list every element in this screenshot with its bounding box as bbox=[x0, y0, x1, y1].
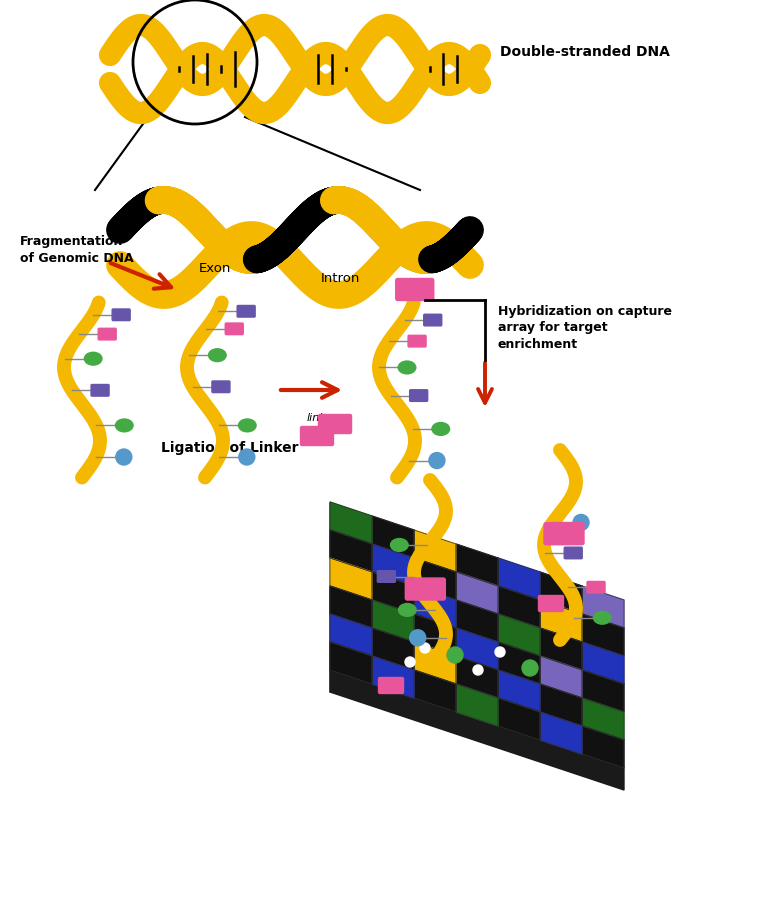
Circle shape bbox=[116, 449, 132, 465]
Polygon shape bbox=[540, 656, 582, 698]
Polygon shape bbox=[330, 586, 372, 628]
Circle shape bbox=[495, 647, 505, 657]
FancyBboxPatch shape bbox=[98, 329, 116, 340]
Polygon shape bbox=[540, 684, 582, 726]
Circle shape bbox=[239, 449, 255, 465]
Polygon shape bbox=[330, 642, 372, 684]
Polygon shape bbox=[330, 558, 372, 600]
FancyBboxPatch shape bbox=[564, 547, 582, 559]
Polygon shape bbox=[330, 670, 624, 790]
FancyBboxPatch shape bbox=[410, 389, 427, 401]
Ellipse shape bbox=[398, 603, 416, 616]
Polygon shape bbox=[498, 558, 540, 600]
Polygon shape bbox=[456, 544, 498, 586]
Ellipse shape bbox=[432, 422, 449, 435]
Polygon shape bbox=[582, 614, 624, 656]
Circle shape bbox=[522, 660, 538, 676]
FancyBboxPatch shape bbox=[377, 571, 395, 582]
Polygon shape bbox=[540, 712, 582, 754]
Polygon shape bbox=[498, 614, 540, 656]
Polygon shape bbox=[540, 628, 582, 670]
Polygon shape bbox=[540, 600, 582, 642]
Polygon shape bbox=[372, 516, 414, 558]
Polygon shape bbox=[498, 698, 540, 740]
Polygon shape bbox=[582, 726, 624, 768]
Polygon shape bbox=[414, 614, 456, 656]
FancyBboxPatch shape bbox=[408, 335, 426, 347]
FancyBboxPatch shape bbox=[112, 309, 130, 320]
Ellipse shape bbox=[238, 419, 256, 432]
Polygon shape bbox=[456, 628, 498, 670]
Ellipse shape bbox=[209, 349, 226, 361]
Text: Fragmentation
of Genomic DNA: Fragmentation of Genomic DNA bbox=[20, 235, 134, 265]
FancyBboxPatch shape bbox=[538, 595, 563, 612]
Polygon shape bbox=[582, 586, 624, 628]
Circle shape bbox=[405, 657, 415, 667]
Circle shape bbox=[429, 452, 445, 469]
Polygon shape bbox=[456, 656, 498, 698]
Ellipse shape bbox=[398, 361, 416, 374]
Polygon shape bbox=[372, 572, 414, 614]
FancyBboxPatch shape bbox=[424, 314, 442, 326]
Polygon shape bbox=[330, 502, 372, 544]
FancyBboxPatch shape bbox=[379, 678, 404, 693]
FancyBboxPatch shape bbox=[91, 385, 109, 396]
Polygon shape bbox=[372, 600, 414, 642]
Polygon shape bbox=[330, 530, 372, 572]
FancyBboxPatch shape bbox=[225, 323, 243, 335]
Text: linker: linker bbox=[307, 413, 338, 423]
Circle shape bbox=[473, 665, 483, 675]
FancyBboxPatch shape bbox=[395, 278, 433, 300]
Circle shape bbox=[447, 647, 463, 663]
Polygon shape bbox=[372, 628, 414, 670]
Text: Double-stranded DNA: Double-stranded DNA bbox=[500, 45, 670, 59]
Ellipse shape bbox=[594, 612, 611, 624]
Text: Hybridization on capture
array for target
enrichment: Hybridization on capture array for targe… bbox=[498, 305, 672, 351]
Polygon shape bbox=[456, 684, 498, 726]
Polygon shape bbox=[582, 670, 624, 712]
Circle shape bbox=[573, 514, 589, 531]
Polygon shape bbox=[414, 530, 456, 572]
Polygon shape bbox=[456, 600, 498, 642]
Polygon shape bbox=[498, 642, 540, 684]
Text: Exon: Exon bbox=[199, 262, 231, 275]
FancyBboxPatch shape bbox=[587, 581, 605, 593]
FancyBboxPatch shape bbox=[212, 381, 230, 392]
Polygon shape bbox=[414, 586, 456, 628]
Circle shape bbox=[410, 630, 426, 646]
Polygon shape bbox=[498, 586, 540, 628]
Polygon shape bbox=[414, 670, 456, 712]
Polygon shape bbox=[414, 558, 456, 600]
Circle shape bbox=[420, 643, 430, 653]
FancyBboxPatch shape bbox=[544, 522, 584, 545]
Text: Ligation of Linker: Ligation of Linker bbox=[161, 441, 299, 455]
Polygon shape bbox=[582, 698, 624, 740]
FancyBboxPatch shape bbox=[319, 414, 351, 433]
Polygon shape bbox=[330, 614, 372, 656]
Polygon shape bbox=[456, 572, 498, 614]
Polygon shape bbox=[414, 642, 456, 684]
Polygon shape bbox=[372, 544, 414, 586]
FancyBboxPatch shape bbox=[405, 578, 446, 600]
Ellipse shape bbox=[84, 352, 102, 365]
Ellipse shape bbox=[115, 419, 133, 432]
FancyBboxPatch shape bbox=[301, 427, 333, 446]
Ellipse shape bbox=[391, 539, 408, 551]
Polygon shape bbox=[540, 572, 582, 614]
Polygon shape bbox=[582, 642, 624, 684]
FancyBboxPatch shape bbox=[237, 306, 255, 317]
Polygon shape bbox=[498, 670, 540, 712]
Text: Intron: Intron bbox=[320, 272, 360, 285]
Polygon shape bbox=[372, 656, 414, 698]
